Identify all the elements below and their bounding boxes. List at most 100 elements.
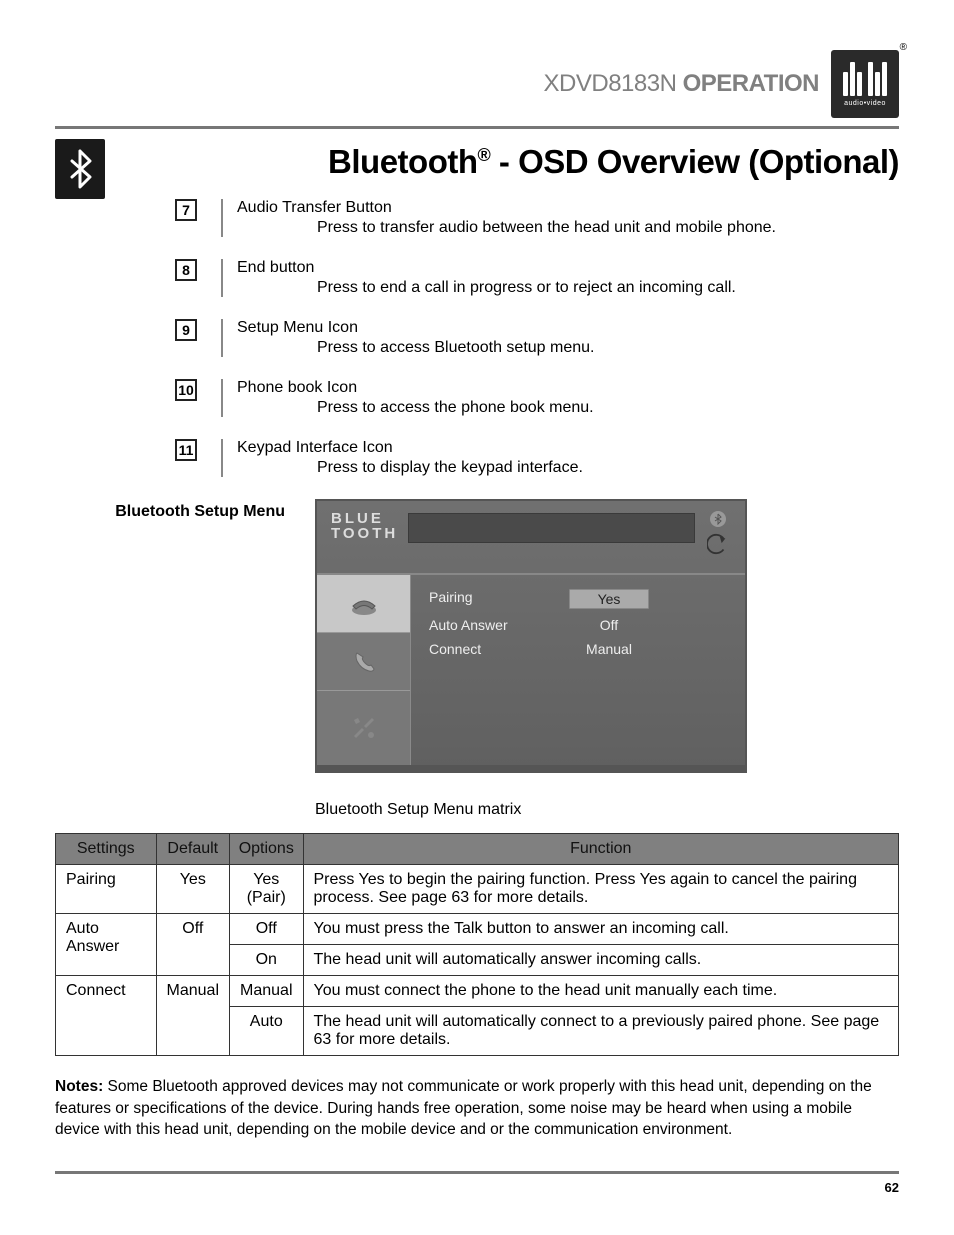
cell-function: The head unit will automatically answer … — [303, 945, 899, 976]
item-divider — [221, 259, 223, 297]
handset-icon — [349, 647, 379, 677]
table-header: Default — [156, 834, 229, 865]
model-number: XDVD8183N — [544, 70, 677, 97]
osd-tab-contacts — [317, 633, 410, 691]
cell-function: You must press the Talk button to answer… — [303, 914, 899, 945]
item-title: Setup Menu Icon — [237, 319, 899, 337]
setup-menu-row: Bluetooth Setup Menu BLUE TOOTH — [55, 499, 899, 773]
item-divider — [221, 319, 223, 357]
item-description: Press to display the keypad interface. — [237, 459, 899, 477]
numbered-items-list: 7 Audio Transfer Button Press to transfe… — [55, 199, 899, 477]
osd-title-band — [408, 513, 695, 543]
header-word: OPERATION — [683, 70, 819, 97]
cell-setting: Auto Answer — [56, 914, 157, 976]
osd-setting-key: Auto Answer — [429, 617, 569, 633]
table-row: ConnectManualManualYou must connect the … — [56, 976, 899, 1007]
cell-default: Off — [156, 914, 229, 976]
item-title: End button — [237, 259, 899, 277]
osd-setting-row: Pairing Yes — [429, 589, 727, 609]
table-header: Function — [303, 834, 899, 865]
bluetooth-glyph-icon — [67, 149, 93, 189]
osd-right-icons — [705, 511, 731, 555]
cell-function: Press Yes to begin the pairing function.… — [303, 865, 899, 914]
osd-tab-phone — [317, 575, 410, 633]
table-header: Settings — [56, 834, 157, 865]
osd-setting-row: Auto Answer Off — [429, 617, 727, 633]
item-row: 8 End button Press to end a call in prog… — [55, 259, 899, 297]
osd-top-bar: BLUE TOOTH — [317, 501, 745, 573]
cell-default: Manual — [156, 976, 229, 1056]
matrix-caption: Bluetooth Setup Menu matrix — [315, 801, 899, 819]
item-text: Audio Transfer Button Press to transfer … — [237, 199, 899, 237]
item-title: Phone book Icon — [237, 379, 899, 397]
item-number-box: 9 — [175, 319, 197, 341]
item-description: Press to access Bluetooth setup menu. — [237, 339, 899, 357]
item-title: Keypad Interface Icon — [237, 439, 899, 457]
cell-setting: Pairing — [56, 865, 157, 914]
cell-option: On — [230, 945, 303, 976]
notes-paragraph: Notes: Some Bluetooth approved devices m… — [55, 1076, 899, 1141]
item-row: 11 Keypad Interface Icon Press to displa… — [55, 439, 899, 477]
table-row: PairingYesYes(Pair)Press Yes to begin th… — [56, 865, 899, 914]
settings-matrix-table: SettingsDefaultOptionsFunctionPairingYes… — [55, 833, 899, 1056]
cell-default: Yes — [156, 865, 229, 914]
item-title: Audio Transfer Button — [237, 199, 899, 217]
osd-body: Pairing YesAuto Answer OffConnect Manual — [317, 573, 745, 771]
title-band: Bluetooth® - OSD Overview (Optional) — [55, 139, 899, 199]
item-text: Setup Menu Icon Press to access Bluetoot… — [237, 319, 899, 357]
item-row: 7 Audio Transfer Button Press to transfe… — [55, 199, 899, 237]
osd-setting-value: Yes — [569, 589, 649, 609]
item-description: Press to transfer audio between the head… — [237, 219, 899, 237]
page-title: Bluetooth® - OSD Overview (Optional) — [125, 143, 899, 181]
item-text: Phone book Icon Press to access the phon… — [237, 379, 899, 417]
item-divider — [221, 199, 223, 237]
logo-subtitle: audio•video — [844, 100, 886, 107]
notes-text: Some Bluetooth approved devices may not … — [55, 1078, 872, 1138]
cell-option: Auto — [230, 1007, 303, 1056]
item-row: 9 Setup Menu Icon Press to access Blueto… — [55, 319, 899, 357]
cell-option: Yes(Pair) — [230, 865, 303, 914]
table-row: Auto AnswerOffOffYou must press the Talk… — [56, 914, 899, 945]
item-divider — [221, 439, 223, 477]
back-arrow-icon — [707, 533, 729, 555]
item-number-box: 10 — [175, 379, 197, 401]
osd-setting-value: Off — [569, 617, 649, 633]
item-divider — [221, 379, 223, 417]
osd-screenshot: BLUE TOOTH — [315, 499, 747, 773]
registered-mark: ® — [900, 42, 907, 53]
page-number: 62 — [55, 1180, 899, 1195]
setup-menu-label: Bluetooth Setup Menu — [55, 499, 315, 773]
osd-setting-row: Connect Manual — [429, 641, 727, 657]
page-header: XDVD8183N OPERATION ® audio•video — [55, 50, 899, 118]
osd-setting-value: Manual — [569, 641, 649, 657]
phone-icon — [347, 590, 381, 618]
item-number-box: 8 — [175, 259, 197, 281]
osd-setting-key: Pairing — [429, 589, 569, 609]
item-description: Press to access the phone book menu. — [237, 399, 899, 417]
osd-settings-list: Pairing YesAuto Answer OffConnect Manual — [411, 575, 745, 765]
header-title: XDVD8183N OPERATION — [544, 70, 819, 98]
cell-function: The head unit will automatically connect… — [303, 1007, 899, 1056]
osd-setting-key: Connect — [429, 641, 569, 657]
cell-option: Off — [230, 914, 303, 945]
item-description: Press to end a call in progress or to re… — [237, 279, 899, 297]
osd-bluetooth-label: BLUE TOOTH — [331, 511, 398, 541]
item-text: Keypad Interface Icon Press to display t… — [237, 439, 899, 477]
cell-option: Manual — [230, 976, 303, 1007]
brand-logo: ® audio•video — [831, 50, 899, 118]
item-text: End button Press to end a call in progre… — [237, 259, 899, 297]
bluetooth-status-icon — [710, 511, 726, 527]
cell-function: You must connect the phone to the head u… — [303, 976, 899, 1007]
logo-bars-icon — [843, 62, 887, 100]
osd-sidebar — [317, 575, 411, 765]
notes-label: Notes: — [55, 1078, 103, 1095]
osd-tab-tools — [317, 691, 410, 765]
bluetooth-icon — [55, 139, 105, 199]
table-header: Options — [230, 834, 303, 865]
footer-divider — [55, 1171, 899, 1174]
item-number-box: 7 — [175, 199, 197, 221]
cell-setting: Connect — [56, 976, 157, 1056]
tools-icon — [349, 713, 379, 743]
item-number-box: 11 — [175, 439, 197, 461]
item-row: 10 Phone book Icon Press to access the p… — [55, 379, 899, 417]
